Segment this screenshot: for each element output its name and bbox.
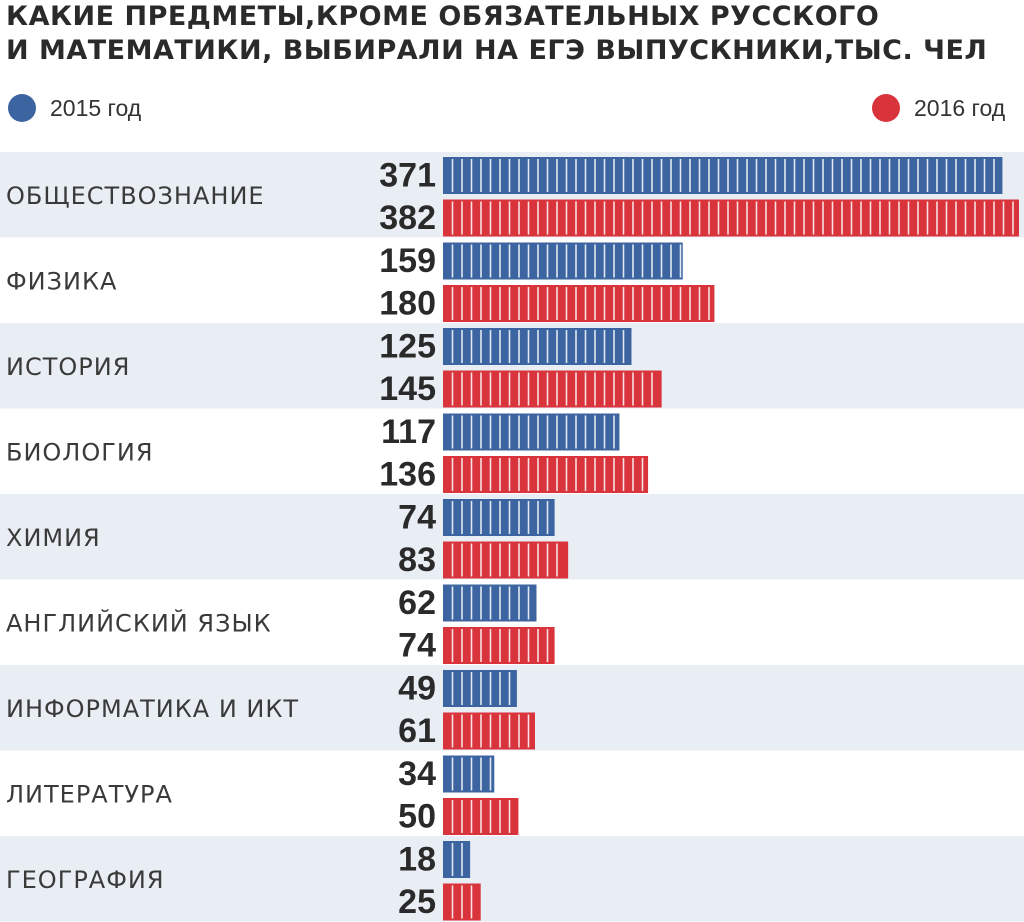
value-label: 74 (398, 626, 436, 664)
legend-item-2015: 2015 год (8, 92, 141, 124)
chart-title: КАКИЕ ПРЕДМЕТЫ,КРОМЕ ОБЯЗАТЕЛЬНЫХ РУССКО… (6, 0, 987, 68)
category-label: ОБЩЕСТВОЗНАНИЕ (6, 182, 265, 210)
bar-2015 (443, 242, 683, 280)
value-label: 117 (381, 413, 436, 451)
value-label: 125 (379, 327, 436, 365)
bar-2016 (443, 370, 662, 408)
category-label: ИСТОРИЯ (6, 353, 130, 381)
value-label: 61 (398, 712, 436, 750)
bar-2015 (443, 755, 495, 793)
value-label: 371 (379, 156, 436, 194)
category-label: ХИМИЯ (6, 524, 101, 552)
bar-2015 (443, 841, 471, 878)
value-label: 145 (379, 370, 436, 408)
value-label: 34 (398, 755, 436, 793)
bar-2016 (443, 199, 1019, 237)
bar-2015 (443, 413, 620, 451)
value-label: 136 (379, 455, 436, 493)
bar-2016 (443, 285, 715, 322)
value-label: 180 (379, 284, 436, 322)
chart-title-line-1: КАКИЕ ПРЕДМЕТЫ,КРОМЕ ОБЯЗАТЕЛЬНЫХ РУССКО… (6, 1, 880, 32)
bar-2016 (443, 712, 535, 750)
category-label: БИОЛОГИЯ (6, 438, 154, 466)
category-label: ГЕОГРАФИЯ (6, 866, 165, 894)
value-label: 18 (398, 840, 436, 878)
bar-2016 (443, 456, 649, 493)
value-label: 62 (398, 584, 436, 622)
value-label: 25 (398, 883, 436, 921)
value-label: 382 (379, 199, 436, 237)
value-label: 49 (398, 669, 436, 707)
value-label: 159 (379, 242, 436, 280)
chart-title-line-2: И МАТЕМАТИКИ, ВЫБИРАЛИ НА ЕГЭ ВЫПУСКНИКИ… (6, 35, 988, 66)
bar-2015 (443, 670, 517, 707)
category-label: АНГЛИЙСКИЙ ЯЗЫК (6, 608, 272, 637)
legend-label-2015: 2015 год (50, 94, 142, 121)
value-label: 50 (398, 797, 436, 835)
legend-item-2016: 2016 год (872, 92, 1005, 124)
category-label: ЛИТЕРАТУРА (6, 780, 173, 808)
legend-swatch-2016 (872, 94, 900, 122)
band-8 (0, 836, 1024, 922)
value-label: 83 (398, 541, 436, 579)
category-label: ИНФОРМАТИКА И ИКТ (6, 695, 299, 723)
category-label: ФИЗИКА (6, 267, 117, 295)
legend-swatch-2015 (8, 94, 36, 122)
value-label: 74 (398, 498, 436, 536)
legend-label-2016: 2016 год (914, 94, 1006, 121)
